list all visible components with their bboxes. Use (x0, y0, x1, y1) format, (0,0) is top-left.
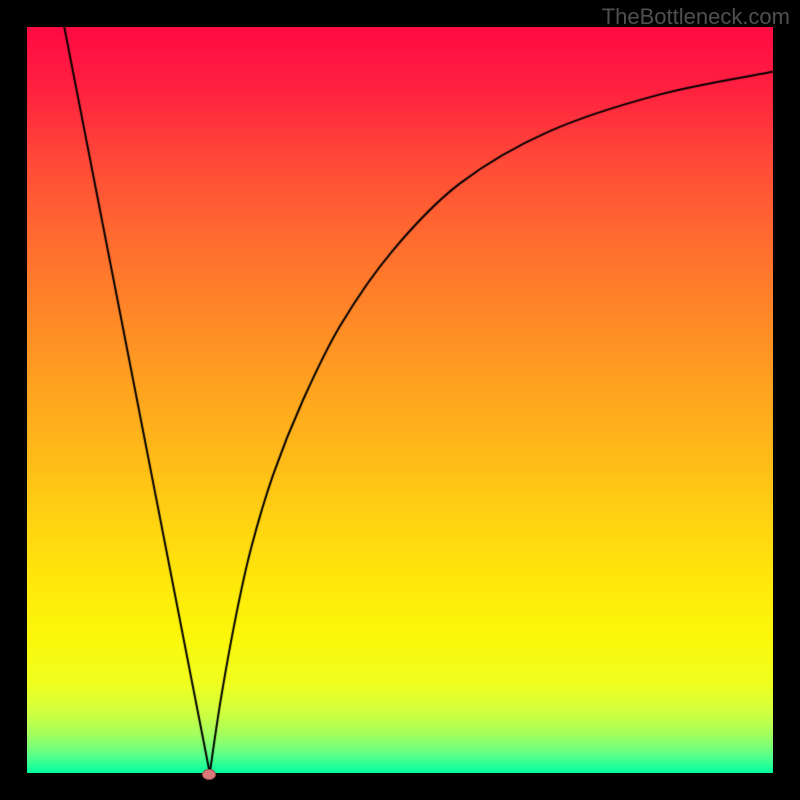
plot-area (27, 27, 773, 773)
bottleneck-curve (27, 27, 773, 773)
watermark-label: TheBottleneck.com (602, 4, 790, 30)
chart-stage: TheBottleneck.com (0, 0, 800, 800)
optimal-point-marker (202, 769, 216, 780)
